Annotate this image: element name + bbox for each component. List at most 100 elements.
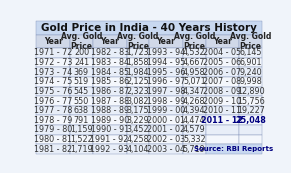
Bar <box>205 67 239 77</box>
Text: 1984 - 85: 1984 - 85 <box>91 68 129 77</box>
Text: 1,858: 1,858 <box>127 58 149 67</box>
Bar <box>70 115 93 125</box>
Bar <box>239 67 262 77</box>
Bar <box>149 96 183 106</box>
Text: 369: 369 <box>74 68 89 77</box>
Text: 4,474: 4,474 <box>183 116 205 125</box>
Text: Avg. Gold
Price: Avg. Gold Price <box>230 32 271 51</box>
Bar <box>93 58 127 67</box>
Text: Year: Year <box>100 37 119 46</box>
Text: 25,048: 25,048 <box>235 116 266 125</box>
Bar <box>239 58 262 67</box>
Text: 1975 - 76: 1975 - 76 <box>34 87 72 96</box>
Text: Year: Year <box>213 37 232 46</box>
Text: 2009 - 10: 2009 - 10 <box>203 97 242 106</box>
Bar <box>93 144 127 154</box>
Bar <box>183 96 205 106</box>
Bar <box>239 86 262 96</box>
Text: 6,145: 6,145 <box>239 48 262 57</box>
Text: Year: Year <box>157 37 175 46</box>
Text: 638: 638 <box>74 106 89 115</box>
Bar <box>36 48 70 58</box>
Text: 550: 550 <box>74 97 89 106</box>
Bar <box>70 96 93 106</box>
Bar <box>239 106 262 115</box>
Text: 1,719: 1,719 <box>70 145 93 154</box>
Bar <box>127 67 149 77</box>
Text: 2010 - 11: 2010 - 11 <box>203 106 242 115</box>
Bar <box>70 135 93 144</box>
Bar <box>70 48 93 58</box>
Bar <box>93 35 127 48</box>
Bar <box>36 115 70 125</box>
Bar <box>149 48 183 58</box>
Bar <box>70 35 93 48</box>
Text: 1973 - 74: 1973 - 74 <box>34 68 72 77</box>
Text: 1991 - 92: 1991 - 92 <box>91 135 129 144</box>
Bar <box>183 125 205 135</box>
Bar <box>205 77 239 86</box>
Text: 1998 - 99: 1998 - 99 <box>147 97 185 106</box>
Bar <box>127 135 149 144</box>
Text: 1997 - 98: 1997 - 98 <box>147 87 185 96</box>
Text: Year: Year <box>44 37 63 46</box>
Bar <box>127 144 149 154</box>
Text: 519: 519 <box>74 77 89 86</box>
Bar <box>183 106 205 115</box>
Bar <box>183 135 205 144</box>
Bar <box>239 35 262 48</box>
Bar <box>36 21 262 35</box>
Bar <box>149 144 183 154</box>
Text: 1982 - 83: 1982 - 83 <box>91 48 129 57</box>
Bar <box>127 86 149 96</box>
Bar <box>127 58 149 67</box>
Text: 1981 - 82: 1981 - 82 <box>34 145 72 154</box>
Bar <box>70 67 93 77</box>
Text: 1978 - 79: 1978 - 79 <box>34 116 72 125</box>
Bar <box>149 77 183 86</box>
Bar <box>183 58 205 67</box>
Bar <box>36 96 70 106</box>
Text: 15,756: 15,756 <box>237 97 265 106</box>
Bar <box>239 115 262 125</box>
Text: 1986 - 87: 1986 - 87 <box>91 87 129 96</box>
Bar <box>149 67 183 77</box>
Text: Gold Price in India - 40 Years History: Gold Price in India - 40 Years History <box>41 23 257 33</box>
Text: 2011 - 12: 2011 - 12 <box>201 116 244 125</box>
Bar <box>239 125 262 135</box>
Text: 1994 - 95: 1994 - 95 <box>147 58 185 67</box>
Bar <box>127 35 149 48</box>
Text: 1,984: 1,984 <box>127 68 149 77</box>
Bar <box>183 144 205 154</box>
Text: 1,159: 1,159 <box>70 125 93 134</box>
Text: 241: 241 <box>74 58 89 67</box>
Text: 4,579: 4,579 <box>183 125 206 134</box>
Text: 2003 - 04: 2003 - 04 <box>147 145 185 154</box>
Text: 1993 - 94: 1993 - 94 <box>147 48 185 57</box>
Text: 1989 - 90: 1989 - 90 <box>91 116 129 125</box>
Text: 4,958: 4,958 <box>183 68 205 77</box>
Text: Source: RBI Reports: Source: RBI Reports <box>194 146 273 152</box>
Bar <box>70 125 93 135</box>
Text: 6,901: 6,901 <box>239 58 262 67</box>
Bar <box>93 125 127 135</box>
Bar <box>205 96 239 106</box>
Text: 545: 545 <box>74 87 89 96</box>
Bar <box>205 135 239 144</box>
Text: 1974 - 75: 1974 - 75 <box>34 77 72 86</box>
Bar <box>127 48 149 58</box>
Bar <box>239 96 262 106</box>
Bar <box>205 125 239 135</box>
Bar <box>36 77 70 86</box>
Text: 1977 - 78: 1977 - 78 <box>34 106 72 115</box>
Text: 2000 - 01: 2000 - 01 <box>147 116 185 125</box>
Bar <box>93 77 127 86</box>
Bar <box>183 77 205 86</box>
Bar <box>36 58 70 67</box>
Text: 2005 - 06: 2005 - 06 <box>203 58 242 67</box>
Bar <box>93 115 127 125</box>
Bar <box>70 106 93 115</box>
Text: 4,394: 4,394 <box>183 106 205 115</box>
Text: 1971 - 72: 1971 - 72 <box>34 48 72 57</box>
Bar <box>93 135 127 144</box>
